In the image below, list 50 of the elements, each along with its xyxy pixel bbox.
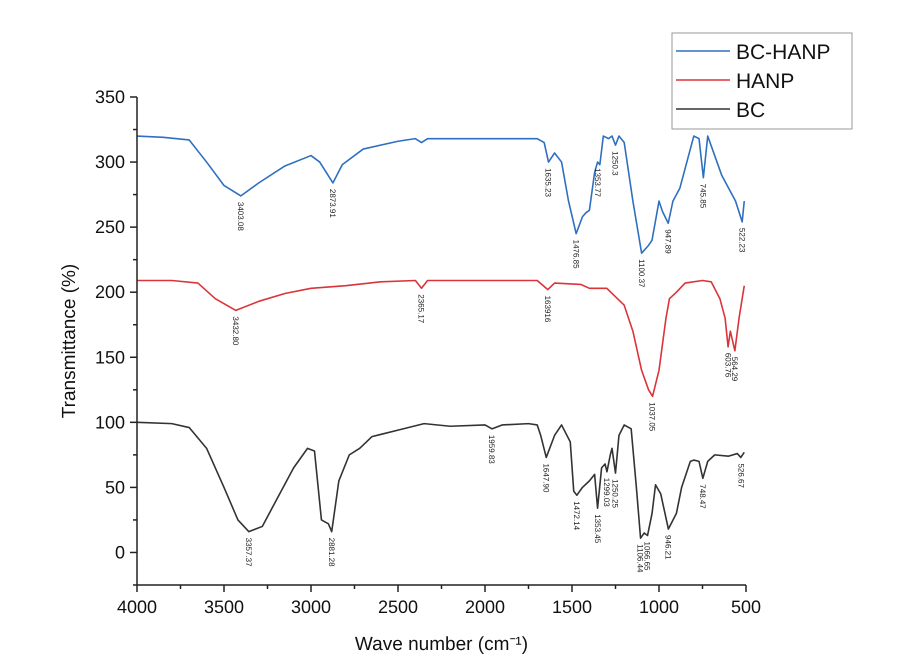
y-axis-title: Transmittance (%) [59, 264, 80, 418]
annotation: 1066.65 [642, 542, 652, 572]
annotation: 1647.90 [541, 463, 550, 493]
y-tick-label: 250 [94, 217, 125, 238]
annotation: 522.23 [737, 228, 746, 253]
y-tick-label: 200 [94, 282, 125, 302]
y-tick-label: 100 [94, 412, 125, 432]
annotation: 748.47 [698, 484, 708, 510]
annotation: 1353.77 [592, 168, 602, 198]
annotation: 3357.37 [244, 538, 254, 568]
annotation: 163916 [543, 296, 552, 323]
annotation: 745.85 [698, 184, 708, 209]
x-tick-label: 1500 [552, 597, 592, 617]
annotation: 3403.08 [236, 202, 246, 232]
legend-label: HANP [736, 70, 794, 93]
y-tick-label: 300 [94, 152, 125, 172]
annotation: 3432.80 [231, 316, 240, 346]
x-tick-label: 2000 [464, 597, 506, 617]
annotation: 947.89 [663, 229, 672, 254]
x-axis-title: Wave number (cm⁻¹) [354, 634, 528, 655]
annotation: 1250.3 [610, 151, 620, 176]
x-tick-label: 1000 [638, 597, 680, 617]
x-tick-label: 500 [730, 597, 762, 617]
legend-label: BC-HANP [736, 41, 831, 64]
x-tick-label: 4000 [116, 597, 158, 617]
annotation: 1037.05 [648, 402, 657, 432]
annotation: 1106.44 [636, 544, 645, 574]
y-tick-label: 0 [114, 542, 125, 562]
annotation: 2881.28 [326, 538, 336, 568]
y-tick-label: 50 [104, 477, 125, 498]
annotation: 2873.91 [328, 188, 338, 218]
legend-label: BC [736, 99, 766, 122]
annotation: 1476.85 [571, 240, 580, 270]
y-tick-label: 350 [94, 87, 125, 107]
annotation: 946.21 [664, 535, 673, 560]
annotation: 603.76 [723, 352, 732, 378]
annotation: 526.67 [736, 463, 746, 488]
annotation: 1299.03 [602, 478, 612, 508]
x-tick-label: 2500 [378, 597, 418, 617]
annotation: 1353.45 [592, 514, 602, 544]
annotation: 564.29 [730, 356, 740, 382]
annotation: 1100.37 [636, 259, 646, 288]
annotation: 1250.25 [610, 479, 620, 509]
annotation: 2365.17 [416, 294, 426, 324]
annotation: 1635.23 [544, 168, 553, 198]
annotation: 1959.83 [487, 434, 496, 464]
x-tick-label: 3000 [290, 597, 332, 617]
y-tick-label: 150 [94, 347, 125, 368]
annotation: 1472.14 [572, 501, 582, 531]
x-tick-label: 3500 [204, 597, 244, 617]
